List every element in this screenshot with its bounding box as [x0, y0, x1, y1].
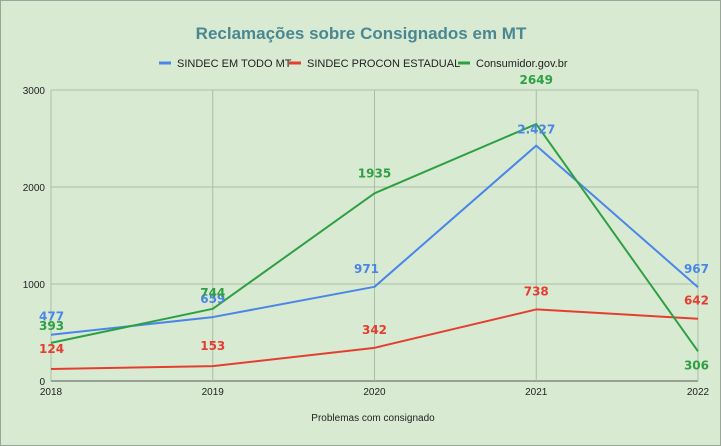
- x-tick-label: 2020: [363, 387, 386, 398]
- data-label: 306: [684, 358, 709, 372]
- data-label: 2.427: [517, 123, 555, 137]
- data-label: 393: [39, 319, 64, 333]
- data-label: 124: [39, 342, 64, 356]
- series-line-sindec-em-todo-mt: [50, 144, 699, 336]
- data-label: 738: [524, 284, 549, 298]
- series-line-consumidor-gov-br: [50, 123, 699, 352]
- data-label: 2649: [520, 73, 553, 87]
- data-label: 1935: [358, 166, 391, 180]
- series-lines: [50, 123, 699, 370]
- y-tick-label: 1000: [23, 280, 46, 291]
- y-tick-label: 0: [39, 377, 45, 388]
- data-label: 477: [39, 310, 64, 324]
- data-label: 744: [200, 286, 225, 300]
- y-tick-label: 2000: [23, 183, 46, 194]
- x-tick-label: 2019: [202, 387, 225, 398]
- series-line-sindec-procon-estadual: [50, 308, 699, 370]
- y-axis-ticks: 0 1000 2000 3000: [23, 86, 46, 388]
- x-tick-label: 2021: [525, 387, 548, 398]
- data-label: 342: [362, 323, 387, 337]
- x-axis-label: Problemas com consignado: [311, 413, 435, 424]
- legend: SINDEC EM TODO MT SINDEC PROCON ESTADUAL C…: [159, 58, 568, 70]
- x-tick-label: 2022: [687, 387, 710, 398]
- x-tick-label: 2018: [40, 387, 63, 398]
- y-tick-label: 3000: [23, 86, 46, 97]
- data-label: 659: [200, 292, 225, 306]
- chart-title: Reclamações sobre Consignados em MT: [196, 24, 527, 43]
- x-axis-ticks: 2018 2019 2020 2021 2022: [40, 387, 710, 398]
- data-label: 642: [684, 294, 709, 308]
- data-label: 967: [684, 262, 709, 276]
- gridlines: [50, 89, 699, 382]
- legend-label-consumidor-gov-br: Consumidor.gov.br: [476, 58, 568, 70]
- data-label: 971: [354, 262, 379, 276]
- data-labels: 477 659 971 2.427 967 124 153 342 738 642 393 744 19…: [39, 73, 709, 372]
- legend-label-sindec-procon-estadual: SINDEC PROCON ESTADUAL: [307, 58, 460, 70]
- data-label: 153: [200, 339, 225, 353]
- legend-label-sindec-em-todo-mt: SINDEC EM TODO MT: [177, 58, 292, 70]
